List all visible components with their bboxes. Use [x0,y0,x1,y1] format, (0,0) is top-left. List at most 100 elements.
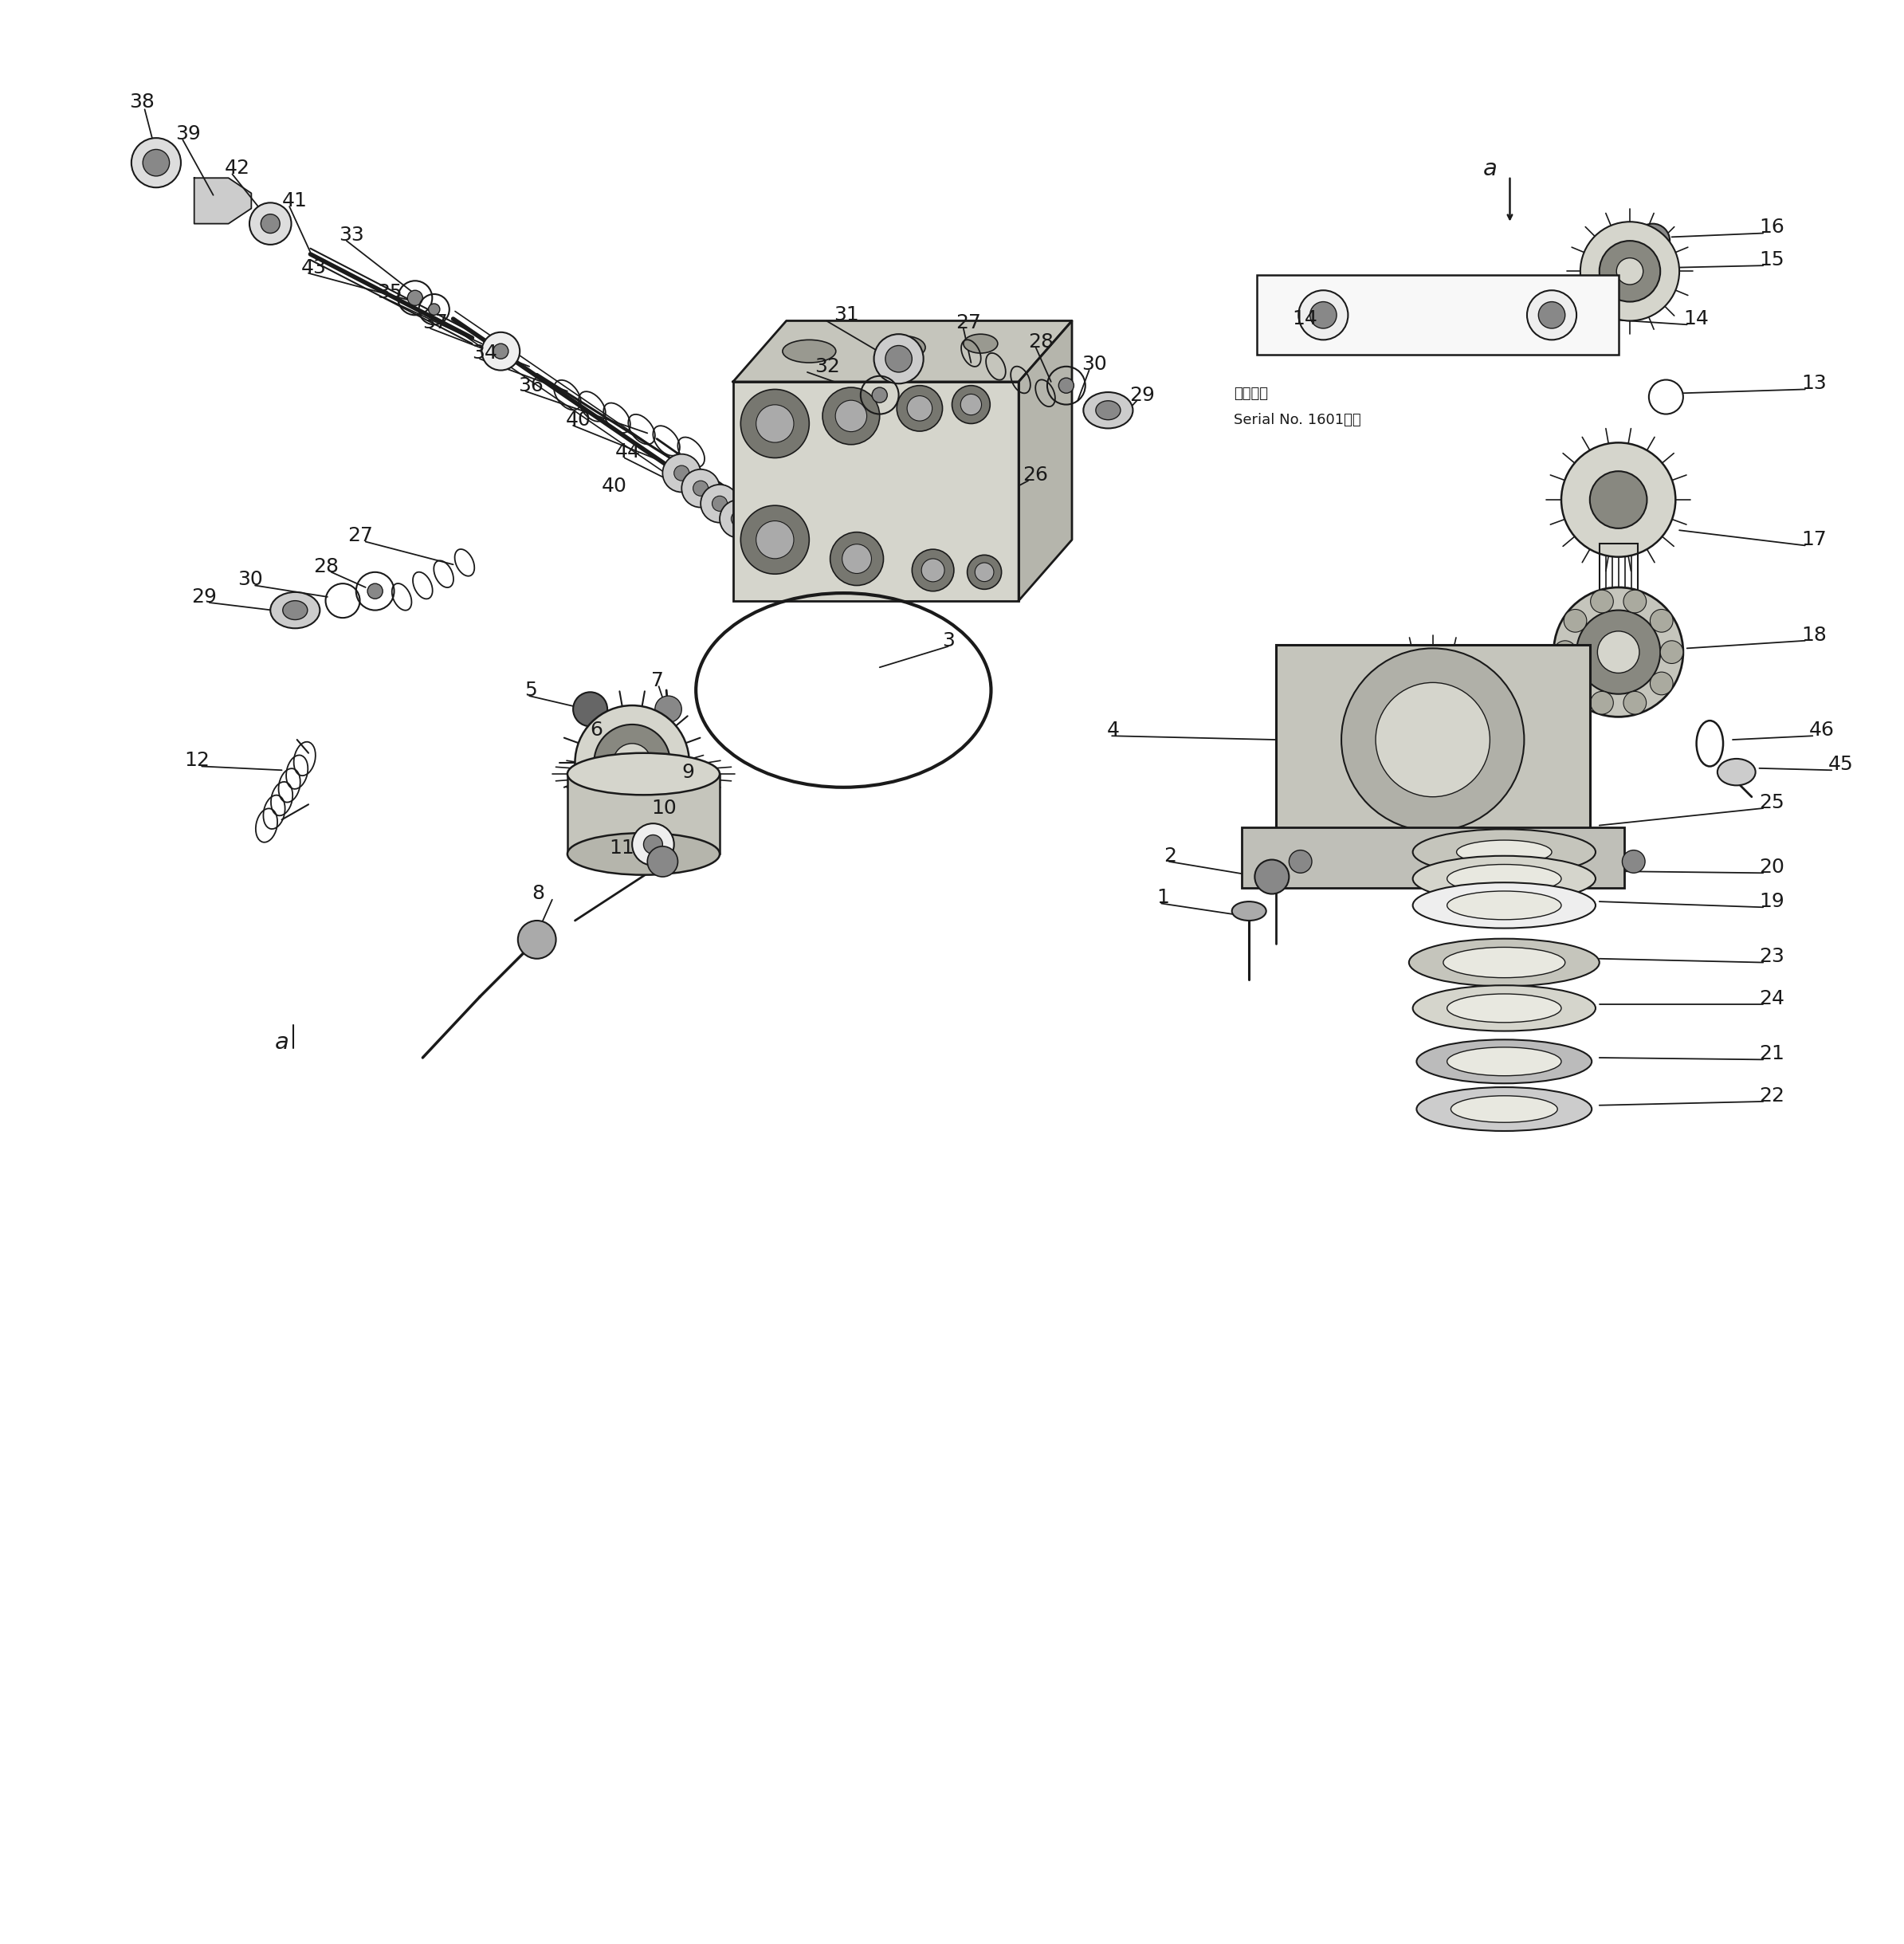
Circle shape [518,921,556,958]
Text: 34: 34 [472,344,497,364]
Circle shape [428,303,440,315]
Text: 21: 21 [1759,1044,1784,1063]
Circle shape [1590,692,1613,713]
Text: 29: 29 [192,587,217,607]
Circle shape [1289,850,1312,873]
Circle shape [1527,290,1577,340]
Text: 4: 4 [1106,721,1120,741]
Circle shape [367,583,383,599]
Text: 3: 3 [942,632,956,649]
Text: 18: 18 [1801,626,1826,645]
Circle shape [975,562,994,581]
Circle shape [712,496,727,511]
Text: 5: 5 [524,680,537,700]
Text: 1: 1 [1156,888,1169,908]
Circle shape [1554,642,1577,663]
Ellipse shape [1451,1096,1557,1122]
Ellipse shape [1717,758,1755,785]
Ellipse shape [567,832,720,875]
Text: 7: 7 [651,671,664,690]
Circle shape [1651,608,1674,632]
Text: 28: 28 [1028,332,1053,352]
Circle shape [836,400,866,432]
Circle shape [1624,589,1647,612]
Text: 16: 16 [1759,218,1784,237]
Text: 17: 17 [1801,531,1826,550]
Circle shape [952,385,990,424]
Circle shape [967,554,1002,589]
Ellipse shape [1413,830,1596,875]
Circle shape [720,500,758,538]
Text: 6: 6 [590,721,604,741]
Ellipse shape [963,334,998,354]
Text: 2: 2 [1163,846,1177,865]
Ellipse shape [1443,947,1565,978]
Circle shape [1340,647,1525,832]
Ellipse shape [1232,902,1266,921]
Ellipse shape [1417,1087,1592,1131]
Text: 27: 27 [348,527,373,546]
Circle shape [1563,673,1586,694]
Bar [733,381,1019,601]
Text: 10: 10 [651,799,676,818]
Circle shape [655,696,682,723]
Bar [1241,828,1624,888]
Circle shape [962,395,982,414]
Ellipse shape [1457,840,1552,863]
Text: 30: 30 [1081,356,1106,373]
Circle shape [906,397,933,422]
Circle shape [1616,259,1643,284]
Circle shape [1580,222,1679,321]
Text: 9: 9 [682,762,695,781]
Circle shape [575,706,689,820]
Text: 26: 26 [1022,465,1047,484]
Text: 39: 39 [175,124,200,144]
Text: 24: 24 [1759,989,1784,1009]
Polygon shape [194,179,251,224]
Circle shape [701,484,739,523]
Polygon shape [733,321,1072,381]
Circle shape [143,150,169,177]
Circle shape [1636,224,1670,259]
Circle shape [1561,443,1676,556]
Circle shape [131,138,181,187]
Text: 31: 31 [834,305,859,325]
Circle shape [756,521,794,558]
Text: 30: 30 [238,570,263,589]
Circle shape [1577,610,1660,694]
Circle shape [741,505,809,573]
Circle shape [1299,290,1348,340]
Ellipse shape [883,336,925,360]
Text: 23: 23 [1759,947,1784,966]
Text: 36: 36 [518,375,543,395]
Ellipse shape [1447,993,1561,1023]
Circle shape [922,558,944,581]
Text: 46: 46 [1809,721,1834,741]
Ellipse shape [282,601,308,620]
Text: 28: 28 [314,556,339,575]
Circle shape [493,344,508,360]
Circle shape [407,290,423,305]
Circle shape [693,480,708,496]
Polygon shape [1019,321,1072,601]
Circle shape [613,743,651,781]
Text: 13: 13 [1801,373,1826,393]
Circle shape [830,533,883,585]
Circle shape [1597,632,1639,673]
Circle shape [663,455,701,492]
Circle shape [249,202,291,245]
Circle shape [1310,301,1337,329]
Text: 42: 42 [225,159,249,179]
Text: 35: 35 [377,282,402,301]
Ellipse shape [1447,890,1561,920]
Text: 41: 41 [282,191,307,210]
Circle shape [594,725,670,801]
Circle shape [1590,470,1647,529]
Circle shape [897,385,942,432]
Bar [1257,276,1618,356]
Circle shape [1624,692,1647,713]
Circle shape [1375,682,1491,797]
Text: 19: 19 [1759,892,1784,912]
Text: 27: 27 [956,313,981,332]
Ellipse shape [1417,1040,1592,1083]
